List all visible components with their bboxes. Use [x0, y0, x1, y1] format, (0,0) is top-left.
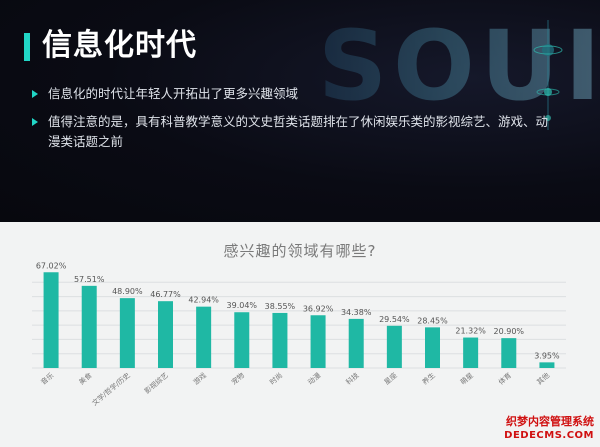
bar-10 [425, 327, 440, 368]
tick-label-6: 时尚 [268, 371, 285, 387]
data-label-0: 67.02% [36, 261, 67, 270]
watermark-line1: 织梦内容管理系统 [506, 415, 594, 428]
data-label-13: 3.95% [534, 351, 560, 360]
tick-label-10: 养生 [420, 371, 437, 387]
tick-label-7: 动漫 [306, 371, 323, 387]
watermark-line2: DEDECMS.COM [504, 430, 594, 441]
data-label-2: 48.90% [112, 287, 143, 296]
tick-label-1: 美食 [77, 371, 94, 387]
bar-8 [348, 318, 364, 368]
bar-5 [234, 312, 250, 368]
bar-2 [119, 298, 135, 368]
tick-label-5: 宠物 [230, 371, 247, 387]
tick-label-8: 科技 [344, 371, 361, 387]
bar-12 [501, 338, 517, 368]
data-label-3: 46.77% [150, 290, 181, 299]
data-label-4: 42.94% [188, 296, 219, 305]
bullet-item: 值得注意的是，具有科普教学意义的文史哲类话题排在了休闲娱乐类的影视综艺、游戏、动… [32, 112, 552, 152]
planet-decoration-icon [533, 20, 563, 130]
data-label-6: 38.55% [265, 302, 296, 311]
data-label-7: 36.92% [303, 304, 334, 313]
data-label-1: 57.51% [74, 275, 105, 284]
bar-4 [196, 306, 212, 368]
data-label-5: 39.04% [227, 301, 258, 310]
bar-1 [81, 285, 97, 368]
bar-9 [386, 325, 402, 368]
background-logo-word: SOUI [318, 18, 600, 114]
data-label-12: 20.90% [494, 327, 525, 336]
chart-panel: 感兴趣的领域有哪些? 67.02% 音乐 57.51% 美食 48.90% 文学/哲学/历… [0, 222, 600, 447]
watermark: 织梦内容管理系统 DEDECMS.COM [504, 415, 594, 443]
bullet-text: 值得注意的是，具有科普教学意义的文史哲类话题排在了休闲娱乐类的影视综艺、游戏、动… [48, 114, 549, 149]
bar-0 [43, 272, 59, 368]
tick-label-0: 音乐 [39, 371, 56, 387]
data-label-9: 29.54% [379, 315, 410, 324]
title-accent-bar [24, 33, 30, 61]
bar-13 [539, 362, 555, 368]
page-title: 信息化时代 [42, 28, 197, 63]
tick-label-2: 文学/哲学/历史 [90, 371, 132, 408]
data-label-11: 21.32% [455, 327, 486, 336]
data-label-10: 28.45% [417, 316, 448, 325]
chart-title: 感兴趣的领域有哪些? [223, 242, 377, 260]
tick-label-3: 影视综艺 [143, 371, 170, 396]
tick-label-4: 游戏 [191, 371, 208, 387]
tick-label-11: 萌星 [458, 371, 475, 387]
tick-label-12: 体育 [497, 371, 514, 387]
bullet-text: 信息化的时代让年轻人开拓出了更多兴趣领域 [48, 86, 299, 101]
tick-label-9: 星座 [382, 371, 399, 387]
data-label-8: 34.38% [341, 308, 372, 317]
tick-label-13: 其他 [535, 371, 552, 387]
bar-3 [158, 301, 173, 368]
bullet-triangle-icon [32, 90, 38, 98]
header-panel: SOUI 信息化时代 信息化的时代让年轻人开拓出了更多兴趣领域 值得注意的是，具… [0, 0, 600, 222]
bullet-item: 信息化的时代让年轻人开拓出了更多兴趣领域 [32, 84, 552, 104]
bar-7 [310, 315, 326, 368]
bar-11 [463, 337, 479, 368]
bullet-triangle-icon [32, 118, 38, 126]
bar-chart: 67.02% 音乐 57.51% 美食 48.90% 文学/哲学/历史 46.77% 影视综艺… [32, 261, 566, 408]
bar-6 [272, 312, 288, 368]
